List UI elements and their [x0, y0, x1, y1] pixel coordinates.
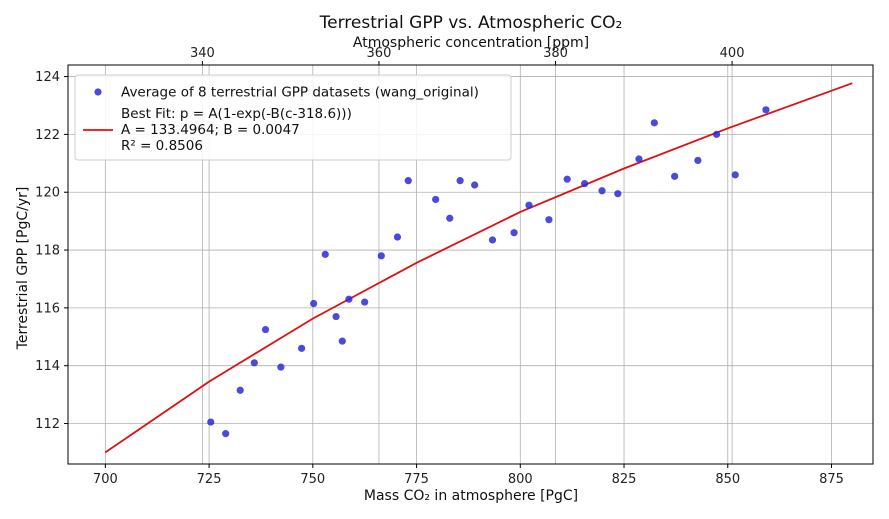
data-point [694, 156, 702, 165]
data-point [545, 216, 553, 224]
chart-title: Terrestrial GPP vs. Atmospheric CO₂ [319, 13, 623, 33]
data-point [598, 187, 606, 195]
data-point [332, 312, 340, 321]
x2-tick-label: 360 [367, 46, 392, 61]
data-point [471, 181, 479, 189]
data-point [310, 299, 318, 308]
scatter-points [207, 106, 770, 438]
data-point [488, 236, 497, 244]
legend-scatter-label: Average of 8 terrestrial GPP datasets (w… [121, 85, 479, 101]
data-point [712, 130, 721, 138]
data-point [345, 295, 353, 303]
data-point [671, 172, 679, 180]
data-point [731, 171, 739, 179]
fit-line-layer [104, 82, 853, 454]
x-tick-label: 725 [197, 472, 222, 487]
x-tick-label: 750 [300, 472, 325, 487]
legend-fit-line2: A = 133.4964; B = 0.0047 [121, 122, 300, 138]
data-point [563, 175, 571, 183]
data-point [277, 363, 285, 371]
data-point [581, 179, 589, 188]
x2-axis-label: Atmospheric concentration [ppm] [353, 35, 589, 51]
data-point [525, 201, 533, 209]
y-tick-label: 122 [35, 128, 60, 143]
y-tick-label: 124 [35, 70, 60, 85]
legend: Average of 8 terrestrial GPP datasets (w… [74, 74, 512, 161]
data-point [446, 214, 454, 222]
data-point [432, 195, 440, 204]
legend-fit-line1: Best Fit: p = A(1-exp(-B(c-318.6))) [121, 106, 352, 122]
data-point [762, 106, 770, 114]
fit-line [104, 82, 853, 454]
x-tick-label: 825 [612, 472, 637, 487]
data-point [338, 337, 346, 345]
data-point [510, 229, 518, 237]
grid-lines [68, 65, 873, 464]
data-point [250, 359, 258, 367]
x-tick-label: 875 [819, 472, 844, 487]
y-tick-label: 120 [35, 186, 60, 201]
data-point [393, 233, 402, 241]
data-point [207, 418, 215, 426]
x-tick-label: 775 [404, 472, 429, 487]
y-tick-label: 114 [35, 359, 60, 374]
y-tick-label: 112 [35, 417, 60, 432]
axis-ticks: 700 725 750 775 800 825 850 875 112 114 116 118 120 1… [35, 46, 844, 487]
data-point [361, 298, 369, 306]
data-point [614, 190, 622, 198]
data-point [261, 325, 270, 334]
x-tick-label: 800 [508, 472, 533, 487]
x2-tick-label: 400 [720, 46, 745, 61]
data-point [650, 119, 658, 127]
data-point [456, 177, 464, 185]
plot-frame [67, 64, 874, 465]
x-tick-label: 700 [93, 472, 118, 487]
x-axis-label: Mass CO₂ in atmosphere [PgC] [364, 488, 578, 504]
data-point [222, 430, 230, 438]
data-point [635, 155, 643, 163]
legend-fit-line3: R² = 0.8506 [121, 138, 203, 154]
y-tick-label: 118 [35, 244, 60, 259]
y-axis-label: Terrestrial GPP [PgC/yr] [15, 187, 31, 351]
x-tick-label: 850 [715, 472, 740, 487]
x2-tick-label: 340 [190, 46, 215, 61]
data-point [377, 252, 385, 260]
data-point [298, 344, 306, 352]
data-point [321, 250, 329, 258]
data-point [236, 386, 244, 394]
y-tick-label: 116 [35, 301, 60, 316]
x2-tick-label: 380 [543, 46, 568, 61]
data-point [404, 177, 412, 185]
legend-box [74, 74, 512, 161]
legend-scatter-marker [94, 88, 102, 96]
